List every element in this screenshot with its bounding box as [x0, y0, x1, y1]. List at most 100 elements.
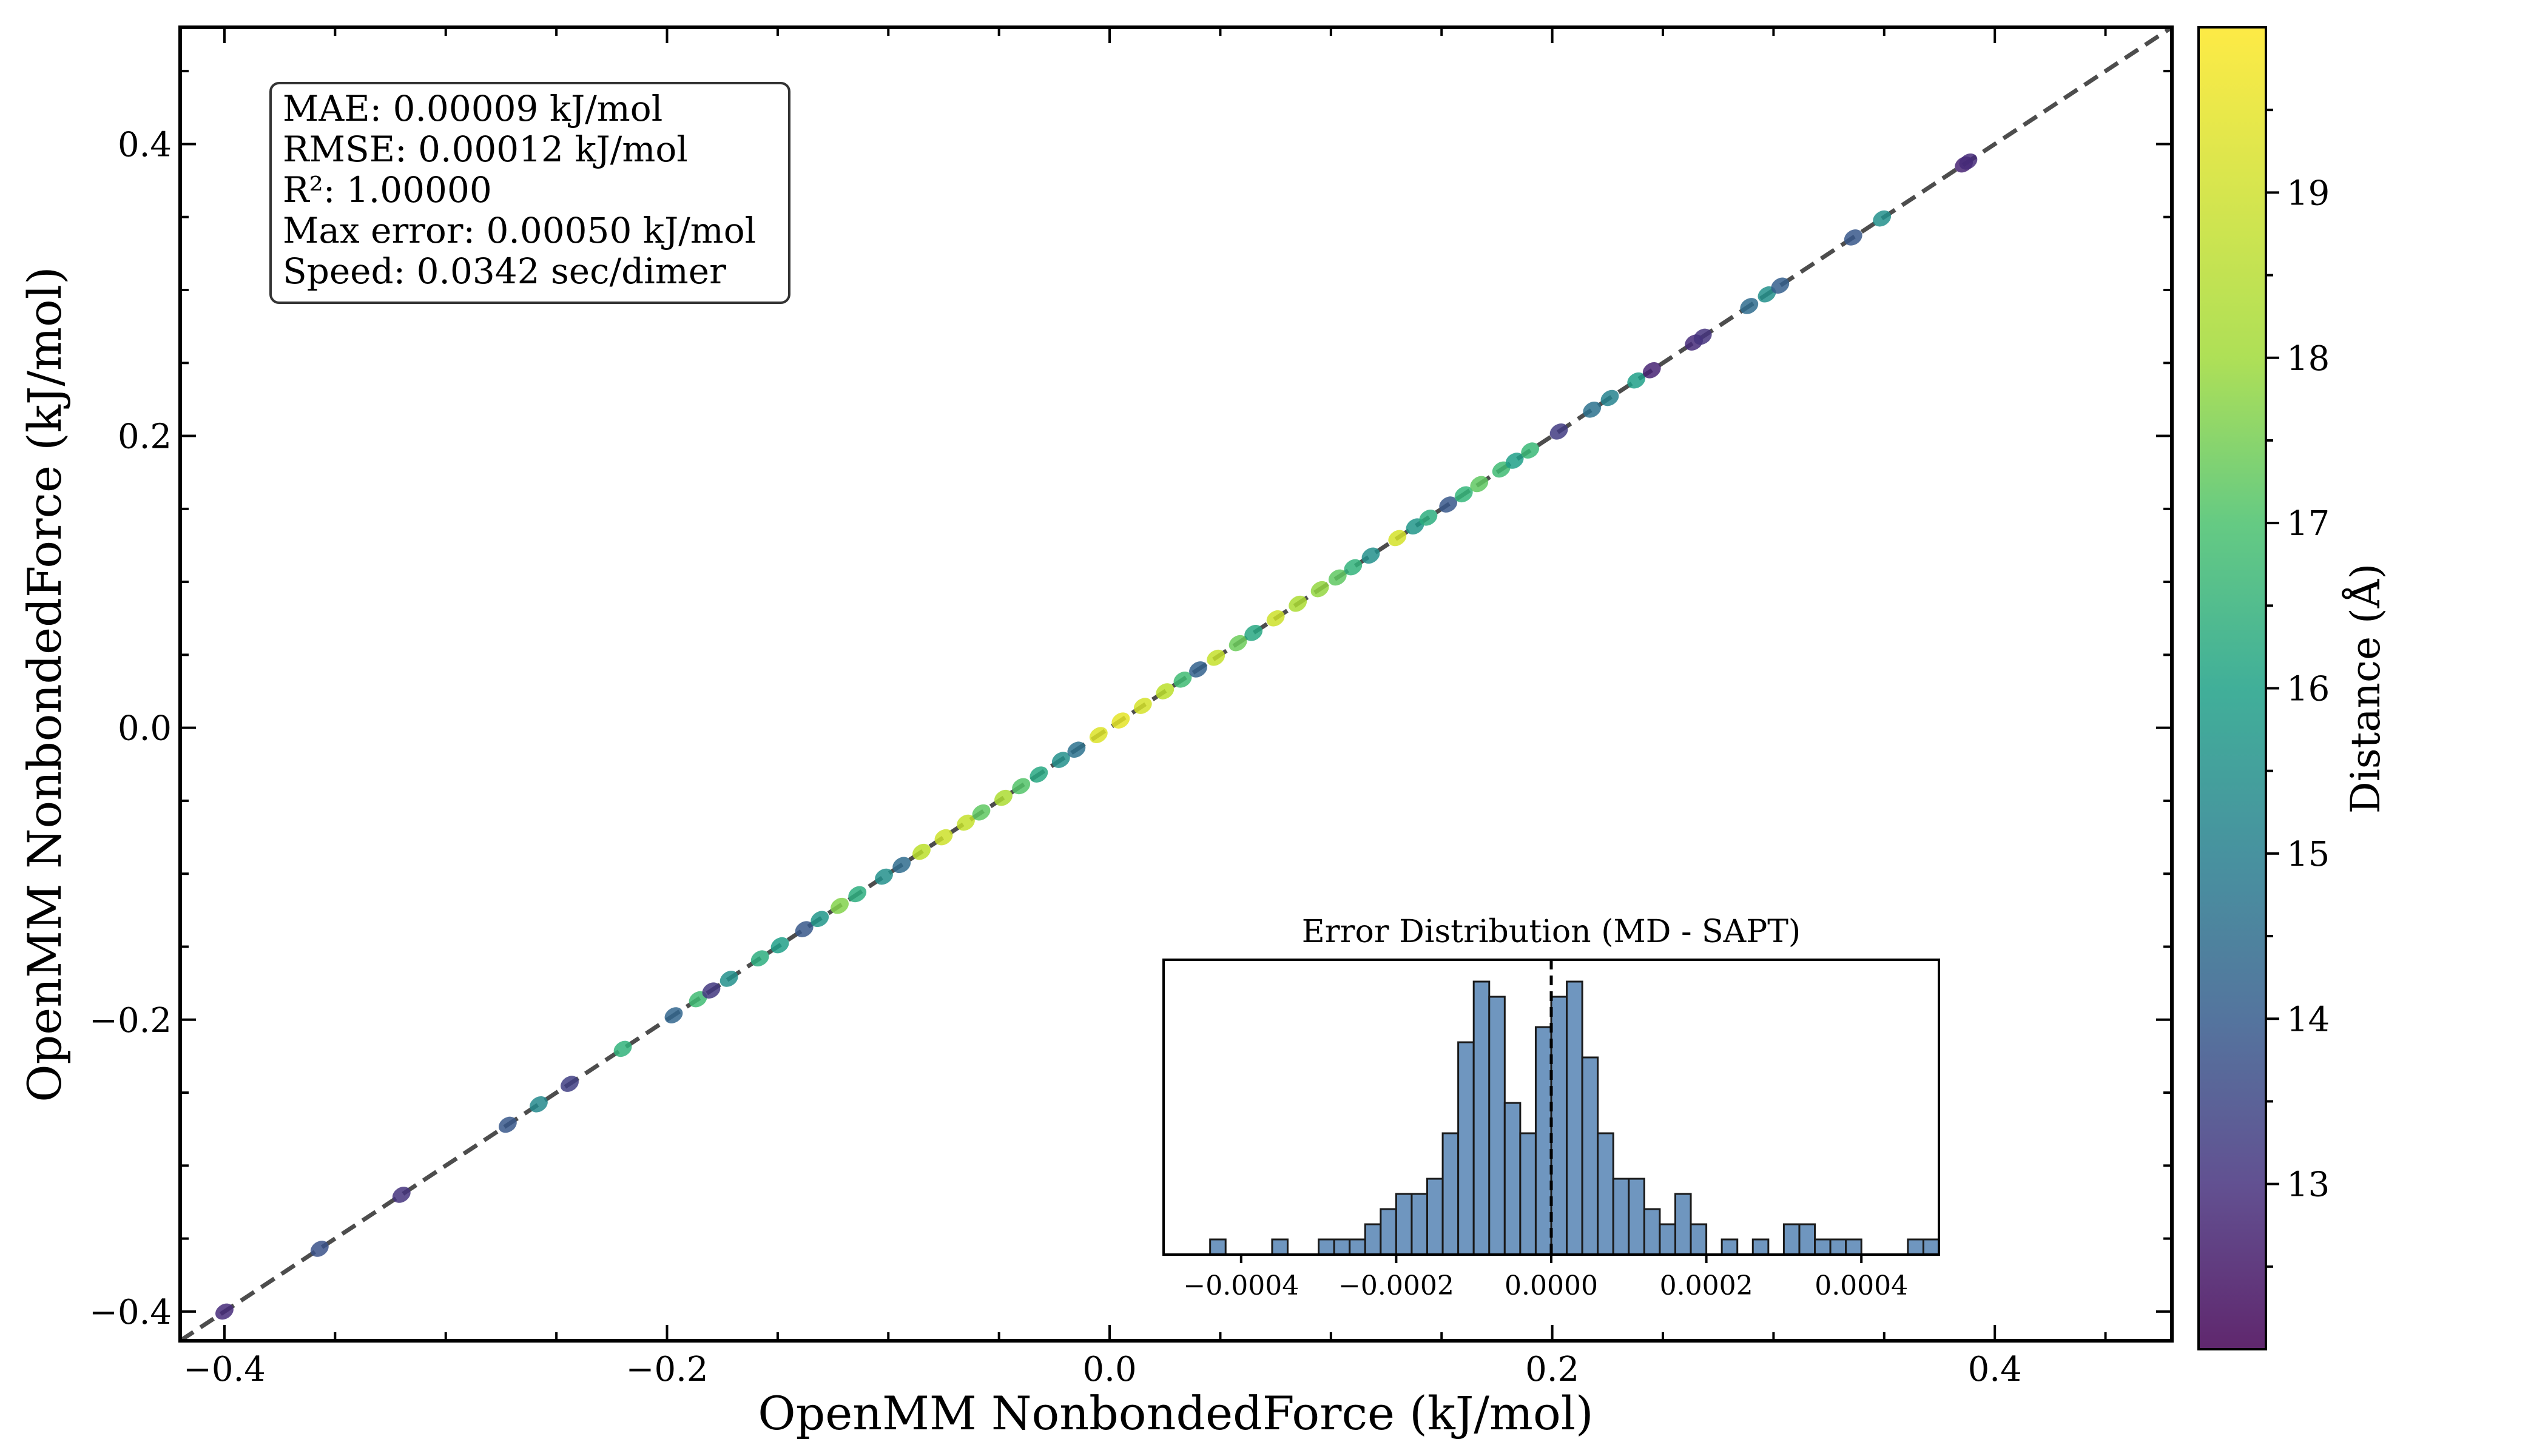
scatter-point — [1310, 581, 1329, 598]
scatter-point — [1642, 362, 1661, 379]
scatter-point — [1189, 661, 1207, 678]
scatter-point — [1361, 547, 1380, 564]
scatter-point — [994, 789, 1013, 806]
inset-x-tick-label: −0.0002 — [1338, 1270, 1454, 1301]
scatter-point — [1012, 778, 1031, 795]
inset-axis-ticks: −0.0004 −0.0002 0.0000 0.0002 0.0004 — [1183, 1255, 1908, 1301]
scatter-point — [972, 804, 991, 821]
scatter-point — [1111, 712, 1130, 729]
x-axis-title: OpenMM NonbondedForce (kJ/mol) — [758, 1386, 1593, 1440]
scatter-point — [1051, 752, 1070, 768]
scatter-point — [1067, 741, 1086, 758]
x-tick-label: 0.4 — [1968, 1350, 2022, 1389]
scatter-point — [1244, 624, 1263, 641]
histogram-bar — [1380, 1208, 1397, 1256]
scatter-point — [934, 829, 953, 846]
inset-bars — [1209, 980, 1940, 1256]
inset-histogram: −0.0004 −0.0002 0.0000 0.0002 0.0004 Error D… — [1162, 914, 1940, 1301]
scatter-point — [1439, 496, 1458, 513]
scatter-point — [1156, 683, 1175, 699]
stats-mae: MAE: 0.00009 kJ/mol — [283, 88, 662, 129]
colorbar-gradient — [2199, 27, 2266, 1349]
scatter-point — [1505, 453, 1524, 469]
scatter-point — [1600, 389, 1619, 406]
stats-speed: Speed: 0.0342 sec/dimer — [283, 251, 726, 292]
colorbar-tick-label: 19 — [2287, 174, 2330, 213]
histogram-bar — [1503, 1102, 1522, 1256]
scatter-point — [1133, 698, 1152, 714]
histogram-bar — [1364, 1223, 1382, 1256]
stats-max-error: Max error: 0.00050 kJ/mol — [283, 210, 756, 251]
histogram-bar — [1659, 1223, 1676, 1256]
histogram-bar — [1566, 980, 1583, 1256]
stats-box: MAE: 0.00009 kJ/mol RMSE: 0.00012 kJ/mol… — [269, 82, 790, 304]
y-tick-label: −0.4 — [89, 1293, 172, 1332]
scatter-point — [795, 921, 814, 937]
scatter-point — [689, 991, 707, 1008]
scatter-point — [1521, 442, 1540, 459]
histogram-bar — [1410, 1193, 1429, 1256]
scatter-point — [750, 950, 769, 967]
histogram-bar — [1782, 1223, 1801, 1256]
histogram-bar — [1550, 996, 1568, 1256]
scatter-point — [1549, 423, 1568, 440]
histogram-bar — [1907, 1238, 1924, 1256]
x-tick-label: 0.0 — [1083, 1350, 1137, 1389]
inset-x-tick-label: 0.0004 — [1815, 1270, 1908, 1301]
colorbar-tick-label: 18 — [2287, 339, 2330, 379]
axis-ticks — [180, 27, 2172, 1341]
x-tick-label: −0.4 — [183, 1350, 266, 1389]
histogram-bar — [1597, 1132, 1614, 1256]
scatter-point — [215, 1303, 234, 1320]
colorbar: 13 14 15 16 17 18 19 Distance (Å) — [2197, 26, 2389, 1350]
scatter-point — [1693, 328, 1712, 345]
scatter-point — [1228, 635, 1247, 652]
scatter-point — [1266, 610, 1285, 627]
inset-x-tick-label: −0.0004 — [1183, 1270, 1299, 1301]
x-tick-label: 0.2 — [1525, 1350, 1579, 1389]
scatter-point — [498, 1116, 517, 1133]
scatter-point — [1758, 286, 1776, 303]
scatter-point — [613, 1040, 632, 1057]
scatter-point — [1959, 153, 1978, 170]
histogram-bar — [1209, 1238, 1227, 1256]
scatter-point — [720, 971, 738, 987]
histogram-bar — [1457, 1041, 1475, 1256]
scatter-point — [1089, 727, 1108, 744]
y-axis-title: OpenMM NonbondedForce (kJ/mol) — [18, 266, 72, 1102]
histogram-bar — [1751, 1238, 1770, 1256]
scatter-point — [1454, 486, 1473, 503]
histogram-bar — [1333, 1238, 1351, 1256]
axis-tick-labels: −0.4 −0.2 0.0 0.2 0.4 −0.4 −0.2 0.0 0.2 0.4 — [89, 125, 2022, 1389]
y-tick-label: −0.2 — [89, 1001, 172, 1040]
histogram-bar — [1829, 1238, 1847, 1256]
histogram-bar — [1721, 1238, 1739, 1256]
scatter-point — [1289, 595, 1307, 612]
scatter-point — [702, 982, 721, 999]
scatter-point — [831, 897, 849, 914]
colorbar-ticks: 13 14 15 16 17 18 19 — [2266, 109, 2330, 1268]
scatter-point — [1844, 229, 1862, 246]
histogram-bar — [1534, 1026, 1552, 1256]
scatter-point — [561, 1076, 579, 1092]
scatter-point — [1627, 372, 1646, 389]
scatter-point — [848, 886, 867, 903]
scatter-point — [1470, 476, 1489, 493]
inset-title: Error Distribution (MD - SAPT) — [1302, 914, 1801, 950]
scatter-point — [892, 857, 911, 874]
histogram-bar — [1488, 996, 1506, 1256]
colorbar-label: Distance (Å) — [2342, 564, 2389, 814]
histogram-bar — [1581, 1056, 1599, 1256]
main-plot: −0.4 −0.2 0.0 0.2 0.4 −0.4 −0.2 0.0 0.2 0.4 OpenM… — [18, 25, 2174, 1440]
stats-rmse: RMSE: 0.00012 kJ/mol — [283, 129, 688, 170]
scatter-point — [310, 1241, 329, 1257]
scatter-point — [1492, 461, 1511, 478]
scatter-point — [1344, 559, 1363, 576]
colorbar-tick-label: 13 — [2287, 1165, 2330, 1205]
histogram-bar — [1628, 1178, 1645, 1256]
inset-x-tick-label: 0.0000 — [1505, 1270, 1598, 1301]
scatter-points — [215, 153, 1978, 1320]
scatter-point — [1328, 569, 1347, 586]
histogram-bar — [1271, 1238, 1289, 1256]
histogram-bar — [1472, 980, 1491, 1256]
